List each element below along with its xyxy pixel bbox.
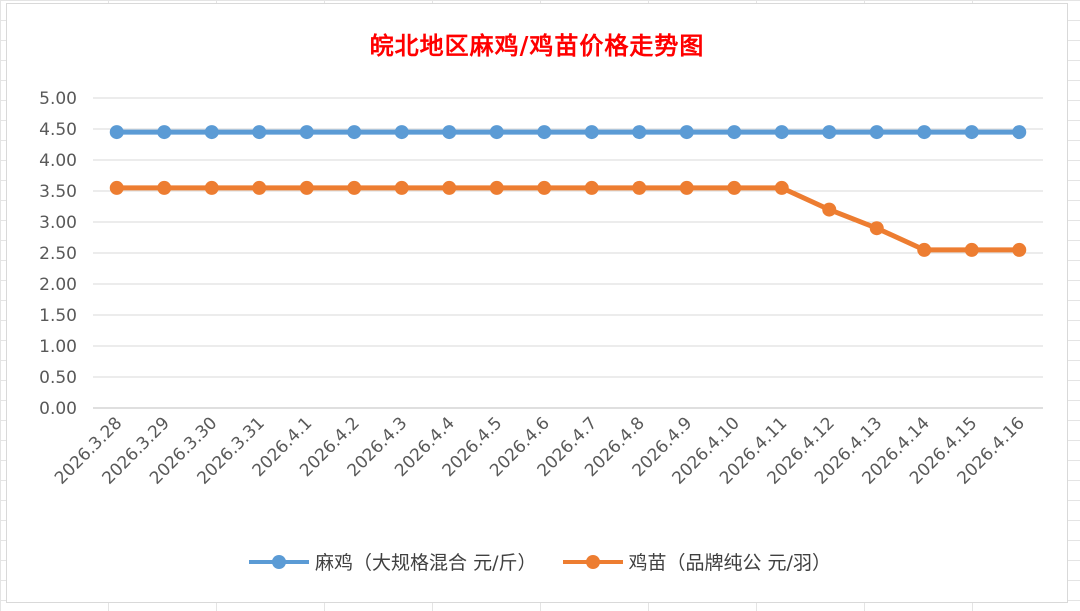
data-point[interactable] <box>774 180 789 195</box>
data-point[interactable] <box>252 125 267 140</box>
legend-label-machicken: 麻鸡（大规格混合 元/斤） <box>315 552 537 574</box>
y-tick-label: 3.00 <box>39 213 77 233</box>
data-point[interactable] <box>299 125 314 140</box>
data-point[interactable] <box>489 180 504 195</box>
y-tick-label: 3.50 <box>39 182 77 202</box>
legend: 麻鸡（大规格混合 元/斤） 鸡苗（品牌纯公 元/羽） <box>0 548 1080 575</box>
data-point[interactable] <box>109 180 124 195</box>
data-point[interactable] <box>347 125 362 140</box>
data-point[interactable] <box>679 180 694 195</box>
data-point[interactable] <box>347 180 362 195</box>
legend-marker-machicken <box>272 554 287 569</box>
data-point[interactable] <box>442 180 457 195</box>
data-point[interactable] <box>157 125 172 140</box>
data-point[interactable] <box>727 180 742 195</box>
data-point[interactable] <box>394 180 409 195</box>
series-1 <box>109 180 1027 257</box>
series-line <box>114 185 1022 253</box>
y-tick-label: 1.50 <box>39 306 77 326</box>
y-tick-label: 5.00 <box>39 89 77 109</box>
legend-swatch-chick <box>562 554 623 569</box>
data-point[interactable] <box>774 125 789 140</box>
legend-marker-chick <box>585 554 600 569</box>
x-axis-ticks: 2026.3.282026.3.292026.3.302026.3.312026… <box>51 413 1029 488</box>
data-point[interactable] <box>204 125 219 140</box>
y-tick-label: 0.50 <box>39 368 77 388</box>
data-point[interactable] <box>252 180 267 195</box>
data-point[interactable] <box>204 180 219 195</box>
legend-item-chick: 鸡苗（品牌纯公 元/羽） <box>562 548 831 575</box>
data-point[interactable] <box>964 242 979 257</box>
data-point[interactable] <box>964 125 979 140</box>
data-point[interactable] <box>727 125 742 140</box>
y-tick-label: 2.50 <box>39 244 77 264</box>
y-axis-ticks: 0.00 0.50 1.00 1.50 2.00 2.50 3.00 3.50 4.00 4.50… <box>39 89 77 419</box>
gridlines <box>93 97 1043 409</box>
y-tick-label: 4.00 <box>39 151 77 171</box>
data-point[interactable] <box>537 125 552 140</box>
data-point[interactable] <box>157 180 172 195</box>
chart-area[interactable]: 皖北地区麻鸡/鸡苗价格走势图 <box>6 3 1068 603</box>
data-point[interactable] <box>869 221 884 236</box>
legend-item-machicken: 麻鸡（大规格混合 元/斤） <box>249 548 537 575</box>
data-point[interactable] <box>584 125 599 140</box>
data-point[interactable] <box>917 242 932 257</box>
data-point[interactable] <box>632 125 647 140</box>
series-lines <box>109 125 1027 257</box>
data-point[interactable] <box>584 180 599 195</box>
legend-swatch-machicken <box>249 554 310 569</box>
data-point[interactable] <box>1012 125 1027 140</box>
data-point[interactable] <box>917 125 932 140</box>
data-point[interactable] <box>394 125 409 140</box>
data-point[interactable] <box>679 125 694 140</box>
series-0 <box>109 125 1027 140</box>
data-point[interactable] <box>109 125 124 140</box>
chart-title: 皖北地区麻鸡/鸡苗价格走势图 <box>369 31 705 60</box>
y-tick-label: 4.50 <box>39 120 77 140</box>
data-point[interactable] <box>632 180 647 195</box>
data-point[interactable] <box>1012 242 1027 257</box>
legend-label-chick: 鸡苗（品牌纯公 元/羽） <box>628 552 831 574</box>
y-tick-label: 2.00 <box>39 275 77 295</box>
data-point[interactable] <box>537 180 552 195</box>
data-point[interactable] <box>822 202 837 217</box>
data-point[interactable] <box>442 125 457 140</box>
y-tick-label: 0.00 <box>39 399 77 419</box>
y-tick-label: 1.00 <box>39 337 77 357</box>
data-point[interactable] <box>822 125 837 140</box>
data-point[interactable] <box>489 125 504 140</box>
data-point[interactable] <box>869 125 884 140</box>
data-point[interactable] <box>299 180 314 195</box>
